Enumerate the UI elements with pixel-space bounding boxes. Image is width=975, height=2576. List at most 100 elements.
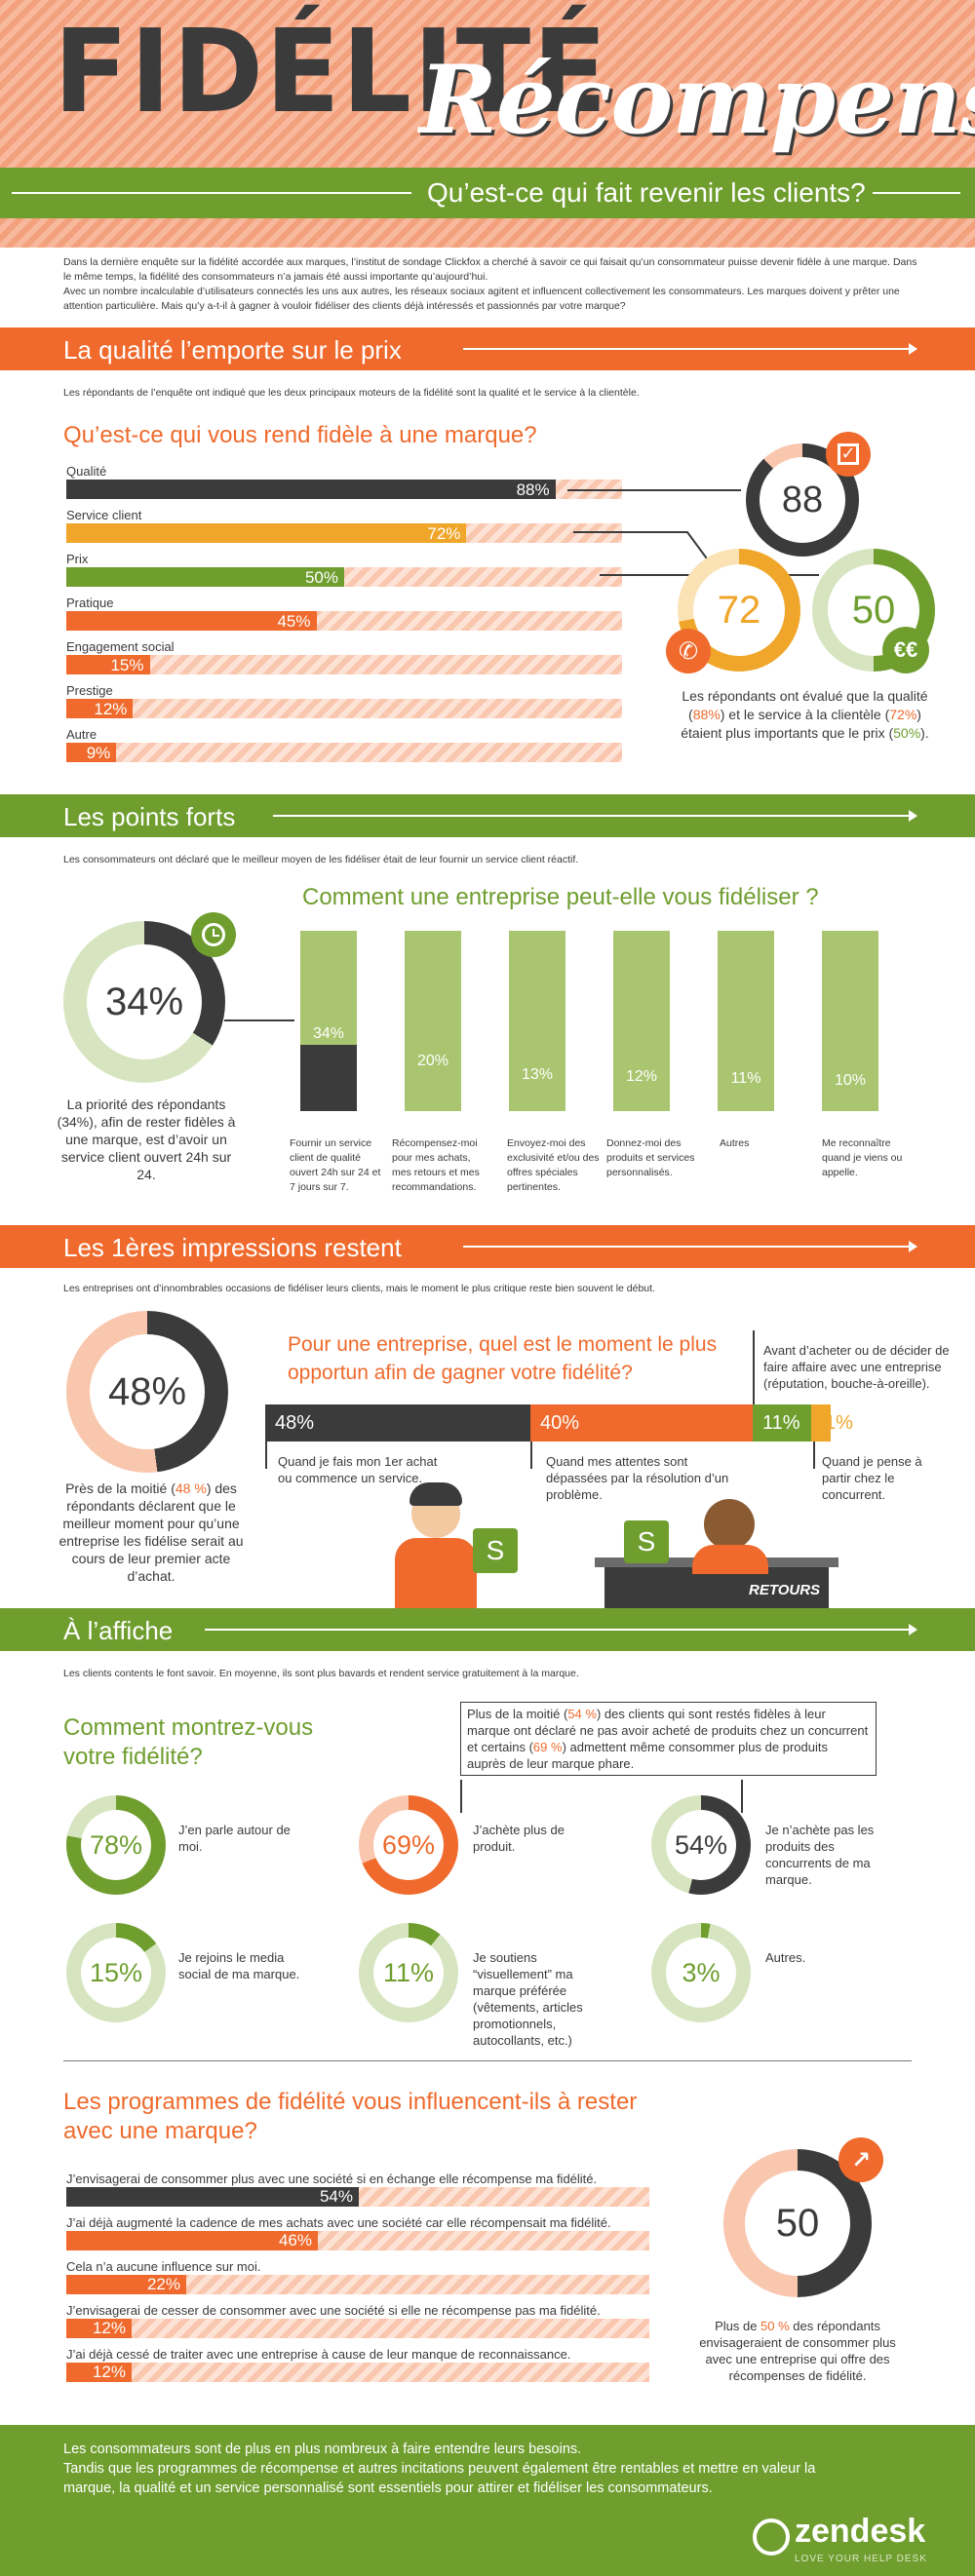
bar-track: 22% [66, 2275, 649, 2294]
bar-track: 9% [66, 743, 622, 762]
agent-head [704, 1499, 755, 1550]
person-body [395, 1538, 477, 1608]
segment-value: 1% [825, 1412, 853, 1434]
zendesk-logo-icon [753, 2518, 790, 2556]
bar-label: J’ai déjà cessé de traiter avec une entr… [66, 2347, 571, 2362]
bar-value: 46% [278, 2231, 312, 2249]
section-lead: Les répondants de l’enquête ont indiqué … [63, 387, 640, 399]
ring-quality-value: 88 [760, 457, 845, 543]
column-bar: 12% [613, 931, 670, 1111]
column-bar: 34% [300, 931, 357, 1111]
bar-label: Prix [66, 552, 89, 566]
bar-track: 12% [66, 699, 622, 718]
stacked-segment: 11% [753, 1404, 811, 1442]
bar-fill: 72% [66, 523, 467, 543]
returns-sign: RETOURS [749, 1582, 821, 1598]
note-text: ). [920, 725, 929, 741]
donut-value: 78% [81, 1810, 151, 1880]
stacked-segment: 48% [265, 1404, 530, 1442]
column-value: 12% [625, 1068, 658, 1085]
intro-text: Dans la dernière enquête sur la fidélité… [63, 255, 921, 314]
section-title: Les 1ères impressions restent [63, 1233, 402, 1262]
section-question: Comment montrez-vous votre fidélité? [63, 1714, 314, 1770]
bar-value: 45% [277, 612, 311, 631]
bar-fill: 88% [66, 480, 556, 499]
bar-label: Prestige [66, 683, 113, 698]
column-value: 34% [312, 1025, 345, 1042]
caption-pct: 48 % [175, 1480, 207, 1496]
bar-track: 72% [66, 523, 622, 543]
subtitle-bar: Qu’est-ce qui fait revenir les clients? [0, 168, 975, 218]
bar-fill: 12% [66, 2319, 132, 2338]
bar-label: Service client [66, 508, 142, 522]
arrow-icon [909, 810, 917, 822]
column-caption: Donnez-moi des produits et services pers… [606, 1137, 695, 1178]
header-bottom-stripe [0, 218, 975, 248]
bar-value: 12% [92, 2363, 126, 2381]
bar-label: Cela n’a aucune influence sur moi. [66, 2259, 261, 2274]
ring-quality: 88 [746, 443, 859, 557]
bar-fill: 45% [66, 611, 317, 631]
footer-line-1: Les consommateurs sont de plus en plus n… [63, 2441, 582, 2457]
donut-50: 50 [723, 2149, 872, 2297]
segment-caption: Quand je fais mon 1er achat ou commence … [278, 1454, 438, 1485]
donut-34-value: 34% [87, 944, 202, 1059]
column-caption: Me reconnaître quand je viens ou appelle… [822, 1137, 903, 1178]
callout-text: Plus de la moitié ( [467, 1707, 568, 1721]
bar-track: 88% [66, 480, 622, 499]
note-text: Les répondants ont évalué que la qualité… [682, 688, 928, 722]
bar-label: Autre [66, 727, 98, 742]
column-fill [300, 1045, 357, 1111]
zendesk-logo[interactable]: zendesk [795, 2513, 926, 2550]
donut-48: 48% [66, 1311, 228, 1473]
shopping-bag-icon: S [473, 1528, 518, 1573]
note-text: ) étaient plus importants que le prix ( [681, 707, 921, 741]
donut-label: Autres. [765, 1950, 806, 1965]
segment-caption: Avant d’acheter ou de décider de faire a… [763, 1343, 950, 1391]
section-bar-strengths: Les points forts [0, 794, 975, 837]
section-title: À l’affiche [63, 1616, 174, 1645]
arrow-icon [909, 1624, 917, 1635]
bar-value: 72% [427, 524, 461, 543]
footer-text: Les consommateurs sont de plus en plus n… [63, 2440, 863, 2498]
callout-box: Plus de la moitié (54 %) des clients qui… [460, 1702, 877, 1776]
programs-note: Plus de 50 % des répondants envisageraie… [694, 2318, 901, 2384]
column-bar: 20% [405, 931, 461, 1111]
column-bar: 11% [718, 931, 774, 1111]
bar-fill: 12% [66, 699, 134, 718]
loyalty-donut: 3% [651, 1923, 751, 2022]
bar-track: 15% [66, 655, 622, 674]
callout-text: ) admettent même consommer plus de produ… [467, 1740, 828, 1771]
caption-text: Près de la moitié ( [65, 1480, 176, 1496]
note-quality: 88% [692, 707, 721, 722]
loyalty-donut: 78% [66, 1795, 166, 1895]
quality-note: Les répondants ont évalué que la qualité… [681, 687, 929, 743]
column-bar: 10% [822, 931, 878, 1111]
loyalty-donut: 69% [359, 1795, 458, 1895]
bar-label: J’envisagerai de consommer plus avec une… [66, 2172, 598, 2186]
segment-tick [265, 1442, 267, 1469]
subtitle-line-right [873, 192, 960, 194]
note-text: ) et le service à la clientèle ( [720, 707, 890, 722]
intro-paragraph-1: Dans la dernière enquête sur la fidélité… [63, 256, 917, 283]
bar-value: 9% [86, 744, 111, 762]
callout-line [741, 1780, 743, 1813]
subtitle-line-left [12, 192, 411, 194]
column-caption: Envoyez-moi des exclusivité et/ou des of… [507, 1137, 600, 1193]
bar-value: 12% [94, 700, 128, 718]
donut-50-value: 50 [745, 2171, 850, 2276]
bar-label: J’ai déjà augmenté la cadence de mes ach… [66, 2215, 611, 2230]
stacked-segment: 40% [530, 1404, 753, 1442]
bar-label: Engagement social [66, 639, 175, 654]
donut-value: 15% [81, 1938, 151, 2008]
section-line [463, 1246, 912, 1248]
loyalty-donut: 15% [66, 1923, 166, 2022]
callout-text: ) des clients qui sont restés fidèles à … [467, 1707, 869, 1754]
footer: Les consommateurs sont de plus en plus n… [0, 2425, 975, 2576]
bar-track: 12% [66, 2363, 649, 2382]
intro-paragraph-2: Avec un nombre incalculable d’utilisateu… [63, 286, 900, 312]
section-lead: Les entreprises ont d’innombrables occas… [63, 1283, 655, 1294]
loyalty-donut: 54% [651, 1795, 751, 1895]
header: FIDÉLITÉ Récompensée Qu’est-ce qui fait … [0, 0, 975, 248]
